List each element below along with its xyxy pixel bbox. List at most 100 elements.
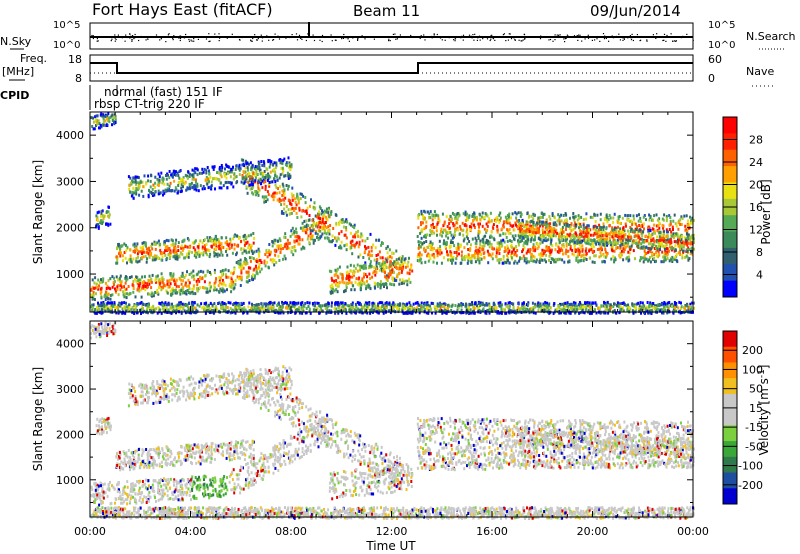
echo-pixel — [406, 263, 409, 267]
echo-pixel — [663, 259, 666, 263]
echo-pixel — [648, 246, 651, 250]
echo-pixel — [341, 301, 343, 305]
echo-pixel — [396, 273, 399, 277]
echo-pixel — [598, 223, 601, 227]
echo-pixel — [513, 261, 516, 265]
nsearch-dot — [409, 36, 411, 38]
echo-pixel — [676, 232, 679, 236]
echo-pixel — [553, 302, 556, 306]
echo-pixel — [480, 245, 483, 249]
echo-pixel — [632, 214, 635, 218]
echo-pixel — [619, 309, 622, 313]
echo-pixel — [447, 258, 450, 262]
echo-pixel — [337, 283, 340, 287]
echo-pixel — [619, 302, 621, 306]
echo-pixel — [161, 280, 164, 284]
echo-pixel — [683, 214, 686, 218]
echo-pixel — [203, 302, 206, 306]
echo-pixel — [669, 238, 672, 242]
echo-pixel — [569, 245, 572, 248]
echo-pixel — [183, 276, 186, 279]
echo-pixel — [691, 235, 694, 239]
echo-pixel — [367, 245, 370, 249]
echo-pixel — [243, 249, 246, 253]
echo-pixel — [204, 248, 207, 252]
echo-pixel — [537, 227, 540, 231]
echo-pixel — [604, 237, 607, 241]
echo-pixel — [430, 246, 433, 250]
echo-pixel — [557, 245, 560, 249]
echo-pixel — [383, 263, 386, 267]
echo-pixel — [374, 246, 377, 250]
echo-pixel — [293, 248, 296, 252]
echo-pixel — [174, 289, 177, 293]
echo-pixel — [171, 239, 174, 243]
echo-pixel — [441, 212, 444, 216]
echo-pixel — [614, 311, 617, 315]
echo-pixel — [579, 222, 582, 226]
echo-pixel — [591, 216, 594, 219]
echo-pixel — [206, 248, 209, 252]
echo-pixel — [478, 261, 481, 265]
echo-pixel — [393, 260, 396, 264]
echo-pixel — [538, 260, 541, 264]
echo-pixel — [290, 207, 293, 211]
echo-pixel — [509, 223, 512, 227]
echo-pixel — [524, 225, 527, 229]
echo-pixel — [394, 263, 396, 267]
echo-pixel — [540, 211, 543, 215]
echo-pixel — [264, 184, 267, 188]
echo-pixel — [507, 259, 510, 263]
echo-pixel — [383, 267, 386, 271]
echo-pixel — [649, 256, 651, 259]
echo-pixel — [391, 309, 394, 313]
echo-pixel — [550, 257, 553, 261]
echo-pixel — [94, 276, 97, 280]
echo-pixel — [245, 280, 248, 284]
echo-pixel — [275, 261, 278, 264]
echo-pixel — [535, 221, 538, 225]
echo-pixel — [297, 301, 300, 305]
echo-pixel — [317, 238, 320, 242]
echo-pixel — [161, 255, 164, 259]
echo-pixel — [678, 236, 681, 240]
echo-pixel — [659, 238, 662, 242]
echo-pixel — [526, 211, 529, 215]
echo-pixel — [591, 242, 594, 246]
echo-pixel — [409, 306, 411, 310]
echo-pixel — [681, 253, 684, 257]
echo-pixel — [677, 244, 680, 248]
echo-pixel — [649, 250, 652, 254]
nave-tick-top: 60 — [708, 53, 722, 66]
echo-pixel — [358, 281, 361, 285]
echo-pixel — [186, 252, 189, 256]
echo-pixel — [655, 213, 658, 217]
echo-pixel — [318, 205, 321, 209]
nsearch-dot — [632, 39, 634, 42]
echo-pixel — [567, 308, 570, 311]
echo-pixel — [160, 258, 163, 262]
echo-pixel — [577, 238, 580, 242]
echo-pixel — [216, 238, 218, 242]
echo-pixel — [223, 289, 226, 293]
echo-pixel — [115, 311, 118, 315]
echo-pixel — [690, 241, 693, 245]
echo-pixel — [466, 255, 469, 259]
echo-pixel — [687, 246, 690, 250]
nsearch-dot — [343, 33, 345, 36]
echo-pixel — [409, 303, 412, 307]
echo-pixel — [132, 279, 135, 283]
echo-pixel — [178, 254, 181, 258]
echo-pixel — [181, 252, 184, 256]
echo-pixel — [122, 293, 125, 297]
echo-pixel — [585, 230, 588, 234]
echo-pixel — [592, 233, 595, 237]
echo-pixel — [192, 269, 195, 273]
echo-pixel — [320, 234, 323, 238]
nsearch-dot — [622, 37, 624, 39]
echo-pixel — [578, 243, 581, 247]
echo-pixel — [691, 216, 694, 220]
echo-pixel — [666, 238, 669, 242]
echo-pixel — [645, 257, 648, 261]
echo-pixel — [272, 195, 274, 198]
